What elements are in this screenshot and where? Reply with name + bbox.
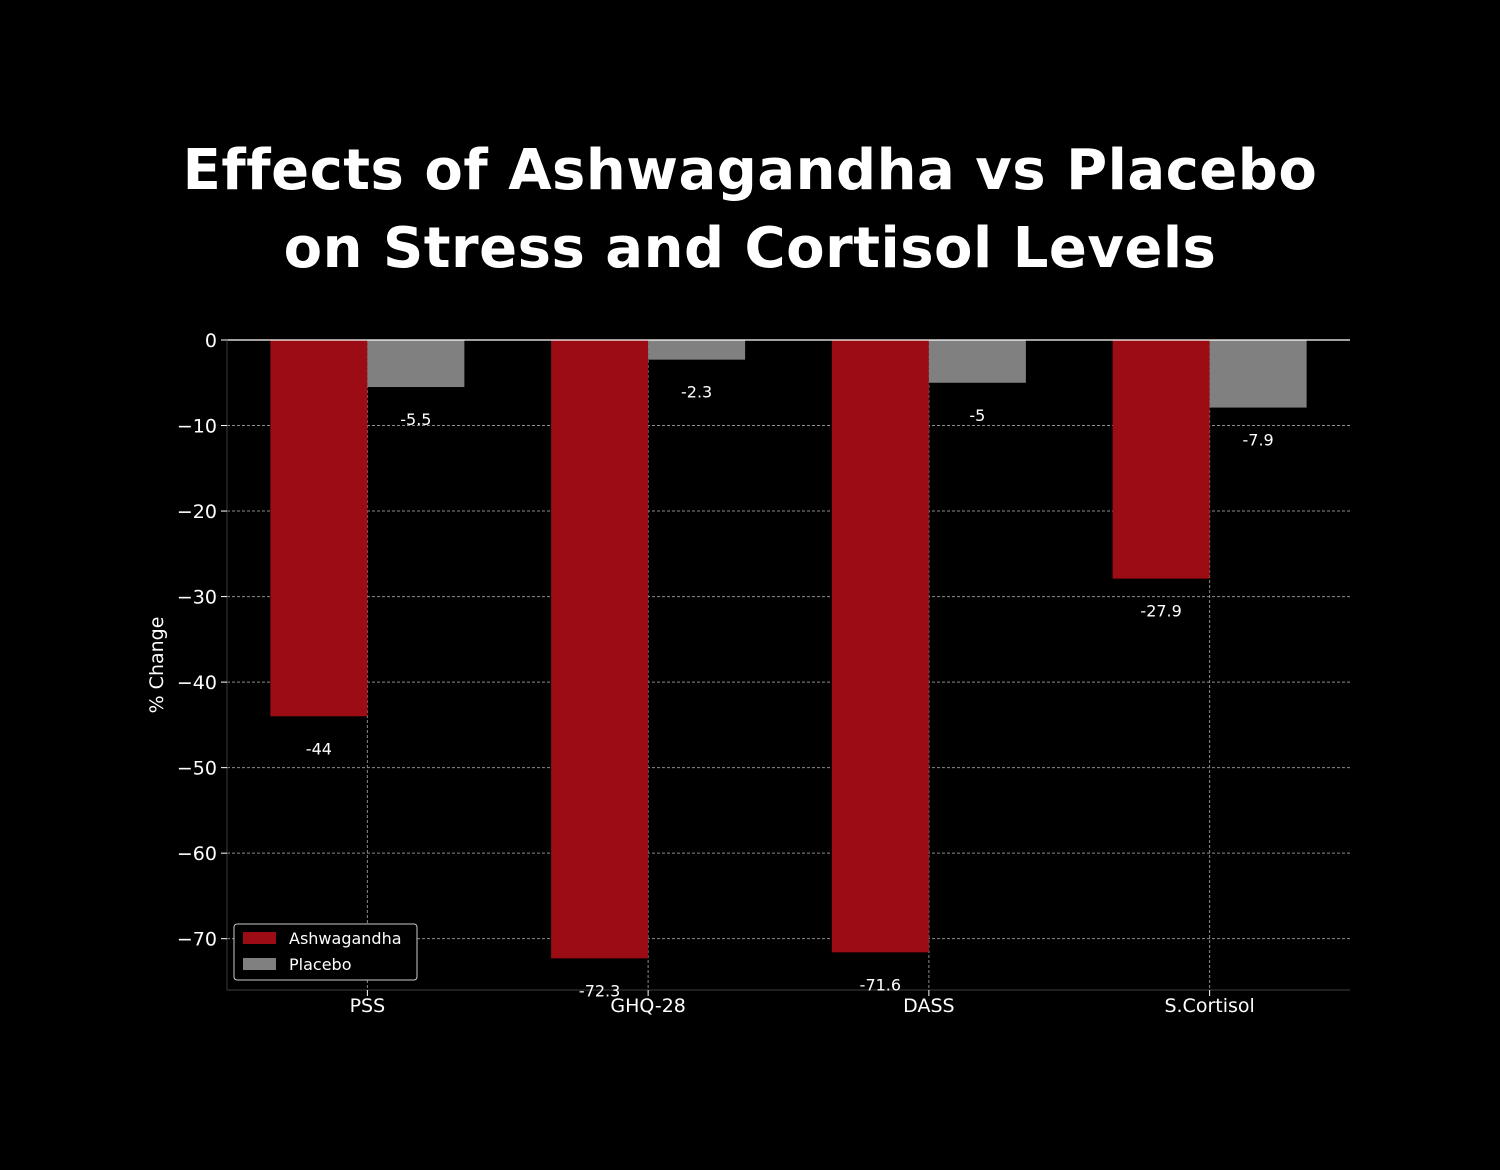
y-tick-label: −10 (177, 416, 217, 438)
y-tick-label: −50 (177, 758, 217, 780)
axes-layer: 0 −10 −20 −30 −40 −50 −60 −70 PSS GHQ-28 DASS S.Cor… (146, 330, 1350, 1017)
y-axis-label: % Change (146, 617, 168, 714)
y-tick-label: −70 (177, 929, 217, 951)
data-label: -27.9 (1140, 602, 1181, 621)
legend-swatch-ashwagandha (243, 932, 276, 944)
data-label: -5.5 (400, 410, 431, 429)
data-label: -44 (306, 739, 332, 758)
data-label: -71.6 (860, 975, 901, 994)
labels-layer: -44 -72.3 -71.6 -27.9 -5.5 -2.3 -5 -7.9 (306, 383, 1274, 1001)
x-tick-label: DASS (903, 995, 954, 1017)
legend-label: Ashwagandha (289, 929, 402, 948)
y-tick-label: −20 (177, 501, 217, 523)
bar-placebo (367, 340, 465, 388)
y-tick-label: 0 (205, 330, 217, 352)
x-tick-label: PSS (350, 995, 386, 1017)
legend-swatch-placebo (243, 958, 276, 970)
bar-ashwagandha (1112, 340, 1210, 579)
bar-placebo (1209, 340, 1307, 408)
chart-title-line-1: Effects of Ashwagandha vs Placebo (182, 138, 1318, 203)
data-label: -5 (969, 406, 985, 425)
chart-title: Effects of Ashwagandha vs Placebo on Str… (0, 132, 1500, 288)
bar-ashwagandha (831, 340, 929, 953)
y-tick-label: −60 (177, 843, 217, 865)
data-label: -7.9 (1243, 431, 1274, 450)
y-tick-label: −40 (177, 672, 217, 694)
data-label: -72.3 (579, 981, 620, 1000)
bars-layer (270, 340, 1307, 959)
y-tick-label: −30 (177, 587, 217, 609)
x-tick-label: S.Cortisol (1164, 995, 1254, 1017)
bar-ashwagandha (551, 340, 649, 959)
chart-title-line-2: on Stress and Cortisol Levels (283, 216, 1217, 281)
legend: Ashwagandha Placebo (233, 923, 418, 981)
bar-ashwagandha (270, 340, 368, 717)
legend-label: Placebo (289, 955, 351, 974)
bar-placebo (928, 340, 1026, 383)
bar-placebo (648, 340, 746, 360)
legend-box (233, 923, 418, 981)
data-label: -2.3 (681, 383, 712, 402)
x-tick-label: GHQ-28 (610, 995, 686, 1017)
